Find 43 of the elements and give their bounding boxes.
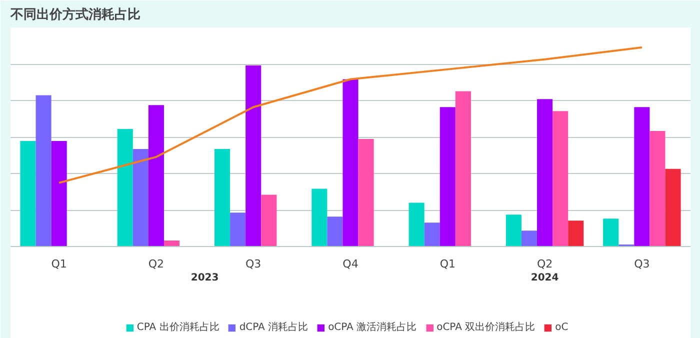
bar: [408, 202, 424, 247]
x-tick-label: Q3: [634, 258, 650, 271]
bar: [148, 105, 164, 247]
bar: [214, 148, 230, 247]
bar: [117, 129, 133, 247]
legend-label: CPA 出价消耗占比: [136, 320, 220, 334]
bar: [455, 91, 471, 247]
bar: [132, 148, 148, 247]
bar: [424, 222, 440, 247]
bar: [164, 240, 180, 247]
bar: [230, 212, 246, 247]
bar: [342, 79, 358, 247]
chart-title: 不同出价方式消耗占比: [10, 6, 140, 22]
x-tick-label: Q2: [536, 258, 553, 271]
bar: [552, 111, 568, 247]
bar: [506, 214, 522, 247]
x-tick-label: Q1: [440, 258, 456, 271]
bar: [537, 99, 553, 247]
bar: [358, 139, 374, 247]
text: 2024: [530, 272, 559, 284]
bar: [246, 65, 262, 247]
bar: [634, 107, 650, 247]
x-tick-label: Q2: [148, 258, 164, 271]
legend-label: oCPA 双出价消耗占比: [436, 320, 536, 334]
x-tick-label: Q4: [342, 258, 358, 271]
x-tick-label: Q3: [246, 258, 262, 271]
bar: [521, 230, 538, 247]
bar: [440, 107, 456, 247]
legend-label: oC: [555, 321, 570, 333]
legend-label: dCPA 消耗占比: [239, 320, 308, 334]
text: 2023: [190, 272, 219, 284]
bar: [20, 140, 36, 247]
bar: [51, 140, 67, 247]
bar: [261, 194, 277, 247]
bar: [327, 216, 343, 247]
bar: [568, 220, 584, 247]
x-tick-label: Q1: [51, 258, 67, 271]
bar: [665, 168, 681, 247]
bar: [36, 95, 52, 247]
bar: [603, 218, 619, 247]
bar: [312, 188, 328, 247]
legend-label: oCPA 激活消耗占比: [328, 320, 417, 334]
bar: [650, 131, 666, 247]
